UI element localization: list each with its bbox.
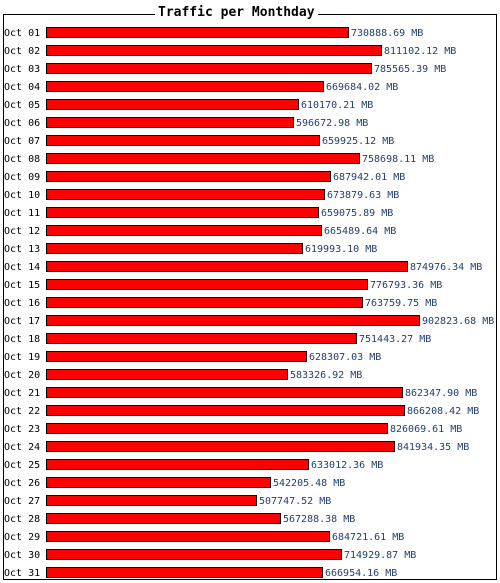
category-label: Oct 23	[4, 424, 40, 435]
bar	[46, 99, 299, 110]
category-label: Oct 12	[4, 226, 40, 237]
bar	[46, 531, 330, 542]
bar	[46, 549, 342, 560]
category-label: Oct 25	[4, 460, 40, 471]
value-label: 673879.63 MB	[327, 190, 399, 201]
bar	[46, 279, 368, 290]
value-label: 687942.01 MB	[333, 172, 405, 183]
value-label: 751443.27 MB	[359, 334, 431, 345]
category-label: Oct 28	[4, 514, 40, 525]
value-label: 633012.36 MB	[311, 460, 383, 471]
bar	[46, 405, 405, 416]
category-label: Oct 09	[4, 172, 40, 183]
value-label: 730888.69 MB	[351, 28, 423, 39]
bar	[46, 567, 323, 578]
value-label: 866208.42 MB	[407, 406, 479, 417]
bar	[46, 135, 320, 146]
value-label: 874976.34 MB	[410, 262, 482, 273]
value-label: 619993.10 MB	[305, 244, 377, 255]
value-label: 826069.61 MB	[390, 424, 462, 435]
category-label: Oct 03	[4, 64, 40, 75]
category-label: Oct 14	[4, 262, 40, 273]
category-label: Oct 02	[4, 46, 40, 57]
bar	[46, 27, 349, 38]
value-label: 758698.11 MB	[362, 154, 434, 165]
category-label: Oct 26	[4, 478, 40, 489]
bar	[46, 153, 360, 164]
category-label: Oct 16	[4, 298, 40, 309]
bar	[46, 333, 357, 344]
category-label: Oct 30	[4, 550, 40, 561]
value-label: 567288.38 MB	[283, 514, 355, 525]
category-label: Oct 13	[4, 244, 40, 255]
value-label: 684721.61 MB	[332, 532, 404, 543]
bar	[46, 495, 257, 506]
category-label: Oct 31	[4, 568, 40, 579]
value-label: 659925.12 MB	[322, 136, 394, 147]
bar	[46, 243, 303, 254]
value-label: 714929.87 MB	[344, 550, 416, 561]
value-label: 811102.12 MB	[384, 46, 456, 57]
category-label: Oct 24	[4, 442, 40, 453]
category-label: Oct 29	[4, 532, 40, 543]
value-label: 902823.68 MB	[422, 316, 494, 327]
category-label: Oct 01	[4, 28, 40, 39]
category-label: Oct 07	[4, 136, 40, 147]
category-label: Oct 11	[4, 208, 40, 219]
value-label: 659075.89 MB	[321, 208, 393, 219]
value-label: 542205.48 MB	[273, 478, 345, 489]
value-label: 628307.03 MB	[309, 352, 381, 363]
bar	[46, 81, 324, 92]
category-label: Oct 15	[4, 280, 40, 291]
value-label: 666954.16 MB	[325, 568, 397, 579]
category-label: Oct 20	[4, 370, 40, 381]
bar	[46, 315, 420, 326]
bar	[46, 45, 382, 56]
category-label: Oct 19	[4, 352, 40, 363]
bar	[46, 297, 363, 308]
category-label: Oct 22	[4, 406, 40, 417]
value-label: 785565.39 MB	[374, 64, 446, 75]
value-label: 776793.36 MB	[370, 280, 442, 291]
bar	[46, 459, 309, 470]
value-label: 507747.52 MB	[259, 496, 331, 507]
category-label: Oct 05	[4, 100, 40, 111]
bar	[46, 117, 294, 128]
bar	[46, 351, 307, 362]
category-label: Oct 17	[4, 316, 40, 327]
value-label: 596672.98 MB	[296, 118, 368, 129]
bar	[46, 207, 319, 218]
category-label: Oct 27	[4, 496, 40, 507]
value-label: 610170.21 MB	[301, 100, 373, 111]
category-label: Oct 18	[4, 334, 40, 345]
category-label: Oct 06	[4, 118, 40, 129]
bar	[46, 441, 395, 452]
value-label: 583326.92 MB	[290, 370, 362, 381]
value-label: 669684.02 MB	[326, 82, 398, 93]
bar	[46, 423, 388, 434]
value-label: 862347.90 MB	[405, 388, 477, 399]
category-label: Oct 10	[4, 190, 40, 201]
value-label: 841934.35 MB	[397, 442, 469, 453]
category-label: Oct 04	[4, 82, 40, 93]
category-label: Oct 08	[4, 154, 40, 165]
bar	[46, 513, 281, 524]
bar	[46, 261, 408, 272]
bar	[46, 369, 288, 380]
bar	[46, 171, 331, 182]
value-label: 763759.75 MB	[365, 298, 437, 309]
value-label: 665489.64 MB	[324, 226, 396, 237]
bar	[46, 225, 322, 236]
category-label: Oct 21	[4, 388, 40, 399]
bar	[46, 63, 372, 74]
bar	[46, 189, 325, 200]
bar	[46, 477, 271, 488]
bar	[46, 387, 403, 398]
chart-title: Traffic per Monthday	[155, 4, 318, 22]
